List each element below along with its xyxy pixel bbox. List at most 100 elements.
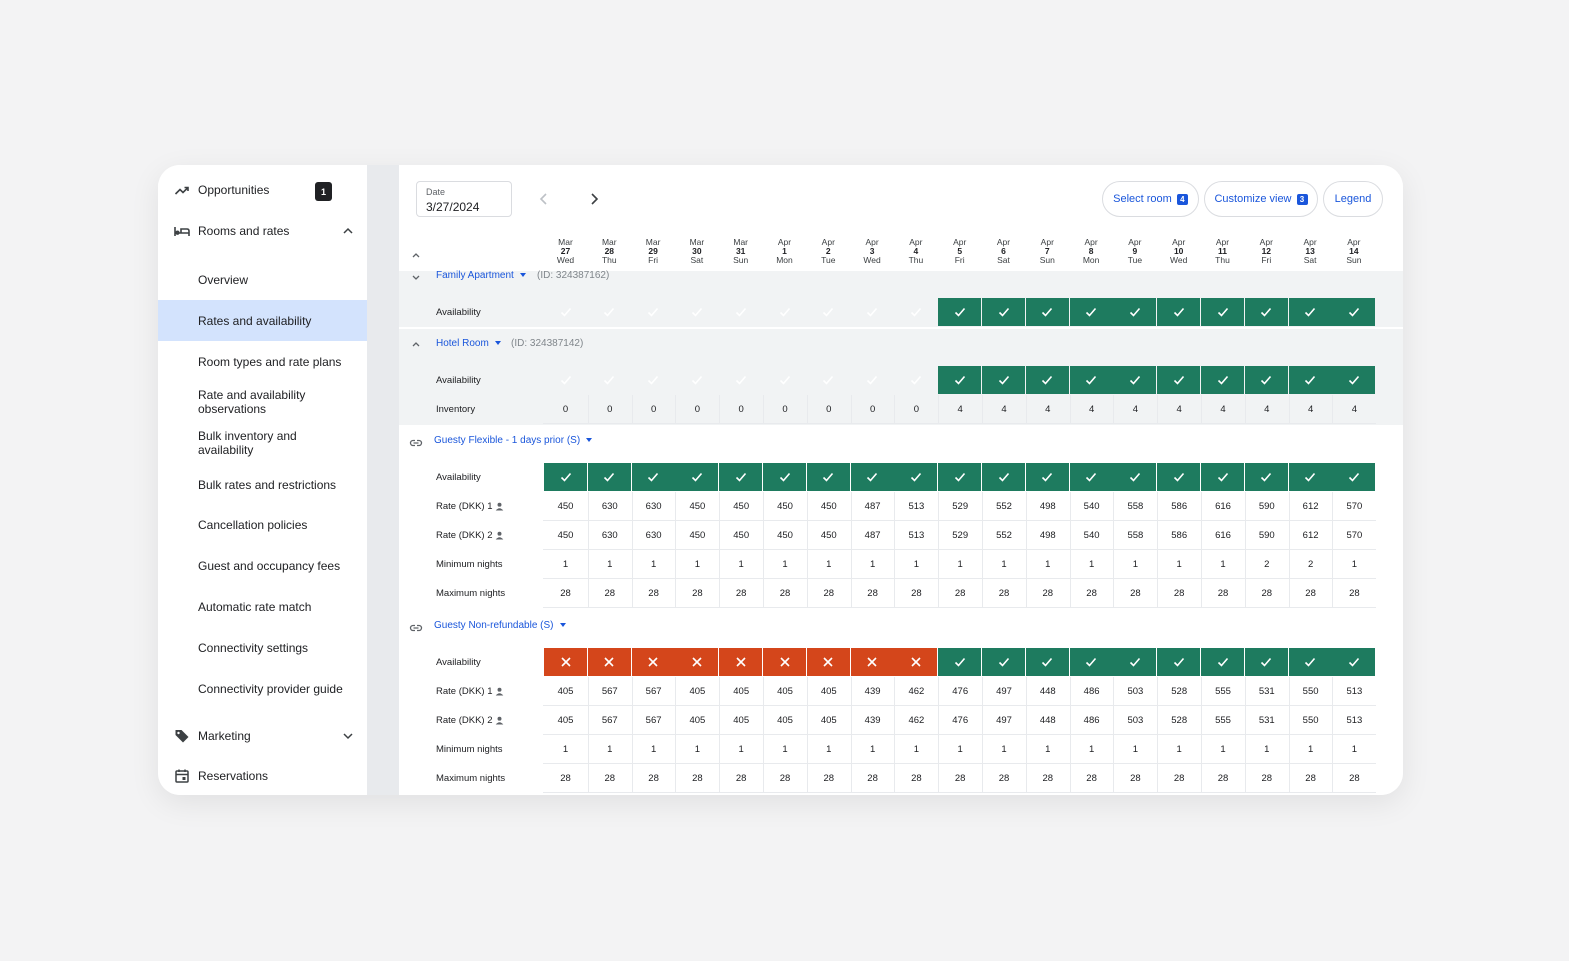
- availability-cell-ok[interactable]: [938, 366, 982, 394]
- collapse-all-icon[interactable]: [409, 249, 423, 263]
- value-cell[interactable]: 439: [850, 706, 894, 735]
- value-cell[interactable]: 567: [587, 706, 631, 735]
- availability-cell-ok[interactable]: [982, 366, 1025, 394]
- value-cell[interactable]: 529: [938, 492, 981, 521]
- sidebar-item-overview[interactable]: Overview: [158, 261, 367, 299]
- availability-cell-ok[interactable]: [1332, 463, 1376, 491]
- availability-cell-ok[interactable]: [1332, 366, 1376, 394]
- availability-cell-partial[interactable]: [763, 366, 806, 394]
- availability-cell-ok[interactable]: [1288, 366, 1332, 394]
- select-room-button[interactable]: Select room 4: [1102, 181, 1199, 217]
- value-cell[interactable]: 503: [1113, 706, 1156, 735]
- value-cell[interactable]: 439: [850, 677, 894, 706]
- value-cell[interactable]: 28: [894, 764, 937, 793]
- value-cell[interactable]: 28: [631, 764, 675, 793]
- value-cell[interactable]: 450: [806, 521, 850, 550]
- value-cell[interactable]: 28: [938, 579, 981, 608]
- room-name-dropdown[interactable]: Hotel Room: [436, 338, 501, 349]
- availability-cell-ok[interactable]: [938, 463, 982, 491]
- chevron-up-icon[interactable]: [341, 224, 355, 238]
- value-cell[interactable]: 28: [675, 579, 718, 608]
- availability-cell-ok[interactable]: [1025, 298, 1069, 326]
- availability-cell-ok[interactable]: [938, 648, 982, 676]
- value-cell[interactable]: 28: [587, 764, 631, 793]
- value-cell[interactable]: 405: [675, 677, 718, 706]
- value-cell[interactable]: 487: [850, 521, 894, 550]
- value-cell[interactable]: 4: [1113, 395, 1156, 424]
- value-cell[interactable]: 1: [1069, 550, 1113, 579]
- value-cell[interactable]: 28: [1113, 579, 1156, 608]
- value-cell[interactable]: 4: [1244, 395, 1288, 424]
- value-cell[interactable]: 567: [631, 706, 675, 735]
- availability-cell-ok[interactable]: [763, 463, 806, 491]
- sidebar-item-marketing[interactable]: Marketing: [158, 717, 367, 755]
- value-cell[interactable]: 590: [1244, 492, 1288, 521]
- availability-cell-ok[interactable]: [587, 463, 631, 491]
- value-cell[interactable]: 448: [1025, 677, 1069, 706]
- value-cell[interactable]: 1: [1332, 550, 1375, 579]
- value-cell[interactable]: 1: [1157, 550, 1200, 579]
- value-cell[interactable]: 552: [982, 492, 1025, 521]
- availability-cell-partial[interactable]: [588, 298, 631, 326]
- sidebar-item-opportunities[interactable]: Opportunities 1: [158, 171, 367, 209]
- availability-cell-ok[interactable]: [982, 298, 1025, 326]
- sidebar-item-connectivity-settings[interactable]: Connectivity settings: [158, 629, 367, 667]
- value-cell[interactable]: 1: [850, 550, 894, 579]
- value-cell[interactable]: 28: [763, 764, 806, 793]
- availability-cell-partial[interactable]: [807, 366, 850, 394]
- value-cell[interactable]: 529: [938, 521, 981, 550]
- value-cell[interactable]: 1: [1332, 735, 1375, 764]
- availability-cell-ok[interactable]: [719, 463, 763, 491]
- sidebar-item-rooms-and-rates[interactable]: Rooms and rates: [158, 212, 367, 250]
- value-cell[interactable]: 4: [1332, 395, 1375, 424]
- availability-cell-ok[interactable]: [544, 463, 587, 491]
- value-cell[interactable]: 28: [587, 579, 631, 608]
- value-cell[interactable]: 1: [894, 550, 937, 579]
- availability-cell-ok[interactable]: [1288, 648, 1332, 676]
- value-cell[interactable]: 531: [1244, 706, 1288, 735]
- value-cell[interactable]: 405: [806, 677, 850, 706]
- value-cell[interactable]: 0: [675, 395, 718, 424]
- availability-cell-partial[interactable]: [894, 366, 937, 394]
- availability-cell-no[interactable]: [719, 648, 763, 676]
- value-cell[interactable]: 28: [1201, 764, 1244, 793]
- room-name-dropdown[interactable]: Family Apartment: [436, 270, 526, 281]
- value-cell[interactable]: 1: [631, 550, 675, 579]
- value-cell[interactable]: 1: [763, 550, 806, 579]
- sidebar-item-room-types[interactable]: Room types and rate plans: [158, 343, 367, 381]
- value-cell[interactable]: 28: [719, 579, 762, 608]
- value-cell[interactable]: 540: [1069, 492, 1113, 521]
- value-cell[interactable]: 1: [1025, 550, 1069, 579]
- value-cell[interactable]: 462: [894, 706, 937, 735]
- availability-cell-ok[interactable]: [1201, 298, 1244, 326]
- value-cell[interactable]: 28: [719, 764, 762, 793]
- rate-plan-dropdown[interactable]: Guesty Non-refundable (S): [434, 620, 566, 631]
- chevron-down-icon[interactable]: [341, 729, 355, 743]
- value-cell[interactable]: 570: [1332, 492, 1375, 521]
- availability-cell-partial[interactable]: [894, 298, 937, 326]
- availability-cell-ok[interactable]: [1157, 648, 1201, 676]
- value-cell[interactable]: 28: [982, 579, 1025, 608]
- value-cell[interactable]: 513: [1332, 706, 1375, 735]
- rate-plan-dropdown[interactable]: Guesty Flexible - 1 days prior (S): [434, 435, 593, 446]
- sidebar-item-rates-and-availability[interactable]: Rates and availability: [158, 300, 367, 341]
- value-cell[interactable]: 405: [557, 715, 574, 726]
- value-cell[interactable]: 555: [1201, 706, 1244, 735]
- chevron-down-icon[interactable]: [409, 270, 423, 284]
- availability-cell-partial[interactable]: [807, 298, 850, 326]
- value-cell[interactable]: 28: [560, 588, 571, 599]
- value-cell[interactable]: 2: [1288, 550, 1332, 579]
- value-cell[interactable]: 0: [850, 395, 894, 424]
- value-cell[interactable]: 486: [1069, 677, 1113, 706]
- value-cell[interactable]: 462: [894, 677, 937, 706]
- value-cell[interactable]: 528: [1157, 677, 1200, 706]
- availability-cell-ok[interactable]: [850, 463, 894, 491]
- availability-cell-ok[interactable]: [1244, 366, 1288, 394]
- value-cell[interactable]: 28: [1244, 764, 1288, 793]
- value-cell[interactable]: 567: [631, 677, 675, 706]
- value-cell[interactable]: 28: [1157, 764, 1200, 793]
- value-cell[interactable]: 28: [806, 579, 850, 608]
- availability-cell-ok[interactable]: [1244, 463, 1288, 491]
- value-cell[interactable]: 0: [894, 395, 937, 424]
- value-cell[interactable]: 450: [557, 501, 574, 512]
